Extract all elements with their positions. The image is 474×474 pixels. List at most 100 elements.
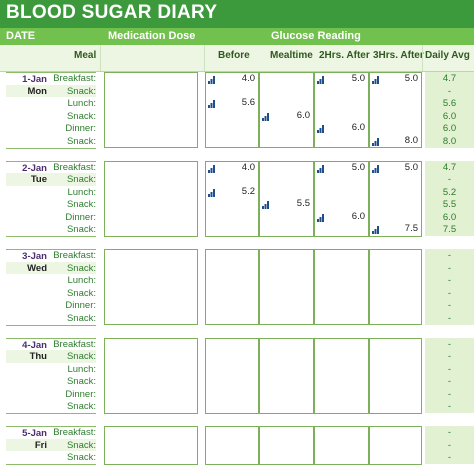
glucose-two-cell[interactable]: [314, 134, 369, 149]
glucose-two-cell[interactable]: 6.0: [314, 122, 369, 136]
glucose-mealtime-cell[interactable]: [259, 350, 314, 364]
glucose-three-cell[interactable]: [369, 387, 422, 402]
medication-dose-cell[interactable]: [104, 97, 198, 111]
glucose-two-cell[interactable]: [314, 223, 369, 237]
glucose-three-cell[interactable]: [369, 173, 422, 187]
glucose-two-cell[interactable]: [314, 109, 369, 124]
glucose-mealtime-cell[interactable]: [259, 400, 314, 414]
medication-dose-cell[interactable]: [104, 109, 198, 124]
glucose-before-cell[interactable]: 4.0: [205, 160, 259, 175]
glucose-three-cell[interactable]: [369, 451, 422, 465]
glucose-mealtime-cell[interactable]: [259, 362, 314, 377]
glucose-two-cell[interactable]: [314, 261, 369, 276]
medication-dose-cell[interactable]: [104, 274, 198, 288]
glucose-mealtime-cell[interactable]: [259, 438, 314, 453]
glucose-three-cell[interactable]: 8.0: [369, 134, 422, 149]
glucose-three-cell[interactable]: 7.5: [369, 223, 422, 237]
glucose-before-cell[interactable]: [205, 223, 259, 237]
medication-dose-cell[interactable]: [104, 261, 198, 276]
glucose-mealtime-cell[interactable]: [259, 223, 314, 237]
glucose-before-cell[interactable]: [205, 210, 259, 225]
glucose-two-cell[interactable]: [314, 375, 369, 389]
glucose-two-cell[interactable]: [314, 274, 369, 288]
glucose-two-cell[interactable]: [314, 438, 369, 453]
glucose-three-cell[interactable]: [369, 362, 422, 377]
medication-dose-cell[interactable]: [104, 173, 198, 187]
glucose-mealtime-cell[interactable]: [259, 84, 314, 99]
glucose-three-cell[interactable]: [369, 438, 422, 453]
glucose-three-cell[interactable]: [369, 375, 422, 389]
glucose-two-cell[interactable]: [314, 299, 369, 313]
glucose-three-cell[interactable]: [369, 84, 422, 99]
glucose-two-cell[interactable]: [314, 97, 369, 111]
glucose-before-cell[interactable]: [205, 173, 259, 187]
glucose-mealtime-cell[interactable]: [259, 173, 314, 187]
glucose-three-cell[interactable]: [369, 299, 422, 313]
medication-dose-cell[interactable]: [104, 350, 198, 364]
date-blank-cell[interactable]: [6, 400, 96, 415]
medication-dose-cell[interactable]: [104, 286, 198, 301]
glucose-before-cell[interactable]: 5.6: [205, 97, 259, 111]
glucose-three-cell[interactable]: [369, 109, 422, 124]
glucose-three-cell[interactable]: [369, 286, 422, 301]
glucose-before-cell[interactable]: [205, 299, 259, 313]
glucose-before-cell[interactable]: [205, 438, 259, 453]
glucose-two-cell[interactable]: [314, 185, 369, 200]
glucose-three-cell[interactable]: [369, 400, 422, 414]
glucose-two-cell[interactable]: [314, 400, 369, 414]
glucose-two-cell[interactable]: 6.0: [314, 210, 369, 225]
glucose-mealtime-cell[interactable]: [259, 134, 314, 149]
glucose-three-cell[interactable]: [369, 185, 422, 200]
glucose-three-cell[interactable]: [369, 122, 422, 136]
glucose-before-cell[interactable]: [205, 122, 259, 136]
glucose-mealtime-cell[interactable]: 5.5: [259, 198, 314, 212]
glucose-three-cell[interactable]: [369, 350, 422, 364]
glucose-before-cell[interactable]: [205, 198, 259, 212]
glucose-before-cell[interactable]: [205, 261, 259, 276]
medication-dose-cell[interactable]: [104, 400, 198, 414]
medication-dose-cell[interactable]: [104, 299, 198, 313]
medication-dose-cell[interactable]: [104, 185, 198, 200]
date-blank-cell[interactable]: [6, 311, 96, 326]
glucose-before-cell[interactable]: [205, 350, 259, 364]
glucose-two-cell[interactable]: [314, 350, 369, 364]
glucose-mealtime-cell[interactable]: [259, 210, 314, 225]
glucose-two-cell[interactable]: [314, 387, 369, 402]
date-blank-cell[interactable]: [6, 134, 96, 149]
glucose-three-cell[interactable]: [369, 198, 422, 212]
glucose-before-cell[interactable]: [205, 274, 259, 288]
medication-dose-cell[interactable]: [104, 223, 198, 237]
medication-dose-cell[interactable]: [104, 311, 198, 326]
medication-dose-cell[interactable]: [104, 438, 198, 453]
glucose-mealtime-cell[interactable]: [259, 387, 314, 402]
glucose-before-cell[interactable]: [205, 84, 259, 99]
glucose-before-cell[interactable]: [205, 400, 259, 414]
medication-dose-cell[interactable]: [104, 375, 198, 389]
glucose-two-cell[interactable]: [314, 286, 369, 301]
glucose-mealtime-cell[interactable]: [259, 451, 314, 465]
glucose-three-cell[interactable]: [369, 261, 422, 276]
glucose-mealtime-cell[interactable]: 6.0: [259, 109, 314, 124]
glucose-mealtime-cell[interactable]: [259, 286, 314, 301]
medication-dose-cell[interactable]: [104, 451, 198, 465]
glucose-before-cell[interactable]: [205, 311, 259, 326]
glucose-two-cell[interactable]: [314, 362, 369, 377]
glucose-mealtime-cell[interactable]: [259, 261, 314, 276]
glucose-mealtime-cell[interactable]: [259, 375, 314, 389]
glucose-three-cell[interactable]: [369, 210, 422, 225]
medication-dose-cell[interactable]: [104, 198, 198, 212]
medication-dose-cell[interactable]: [104, 122, 198, 136]
glucose-two-cell[interactable]: [314, 173, 369, 187]
date-blank-cell[interactable]: [6, 223, 96, 238]
glucose-before-cell[interactable]: [205, 286, 259, 301]
glucose-mealtime-cell[interactable]: [259, 122, 314, 136]
glucose-before-cell[interactable]: [205, 109, 259, 124]
glucose-three-cell[interactable]: [369, 311, 422, 326]
glucose-before-cell[interactable]: 5.2: [205, 185, 259, 200]
glucose-mealtime-cell[interactable]: [259, 311, 314, 326]
glucose-mealtime-cell[interactable]: [259, 299, 314, 313]
medication-dose-cell[interactable]: [104, 84, 198, 99]
date-blank-cell[interactable]: [6, 451, 96, 466]
glucose-before-cell[interactable]: [205, 451, 259, 465]
glucose-two-cell[interactable]: [314, 451, 369, 465]
